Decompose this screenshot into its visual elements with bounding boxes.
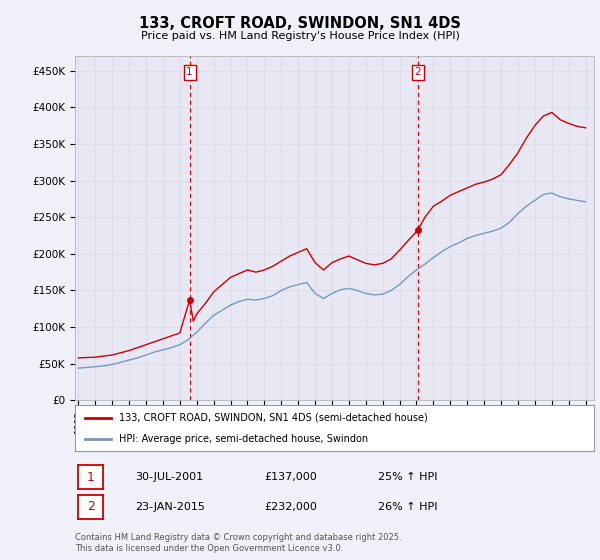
Text: 2: 2: [86, 500, 95, 514]
Text: 1: 1: [187, 67, 193, 77]
Text: 30-JUL-2001: 30-JUL-2001: [135, 472, 203, 482]
Text: 2: 2: [415, 67, 421, 77]
Text: 133, CROFT ROAD, SWINDON, SN1 4DS: 133, CROFT ROAD, SWINDON, SN1 4DS: [139, 16, 461, 31]
Text: 133, CROFT ROAD, SWINDON, SN1 4DS (semi-detached house): 133, CROFT ROAD, SWINDON, SN1 4DS (semi-…: [119, 413, 428, 423]
Text: Price paid vs. HM Land Registry's House Price Index (HPI): Price paid vs. HM Land Registry's House …: [140, 31, 460, 41]
Text: 1: 1: [86, 470, 95, 484]
Text: £137,000: £137,000: [264, 472, 317, 482]
Text: 25% ↑ HPI: 25% ↑ HPI: [378, 472, 437, 482]
Text: Contains HM Land Registry data © Crown copyright and database right 2025.
This d: Contains HM Land Registry data © Crown c…: [75, 533, 401, 553]
Text: £232,000: £232,000: [264, 502, 317, 512]
Text: 26% ↑ HPI: 26% ↑ HPI: [378, 502, 437, 512]
Text: 23-JAN-2015: 23-JAN-2015: [135, 502, 205, 512]
Text: HPI: Average price, semi-detached house, Swindon: HPI: Average price, semi-detached house,…: [119, 434, 368, 444]
